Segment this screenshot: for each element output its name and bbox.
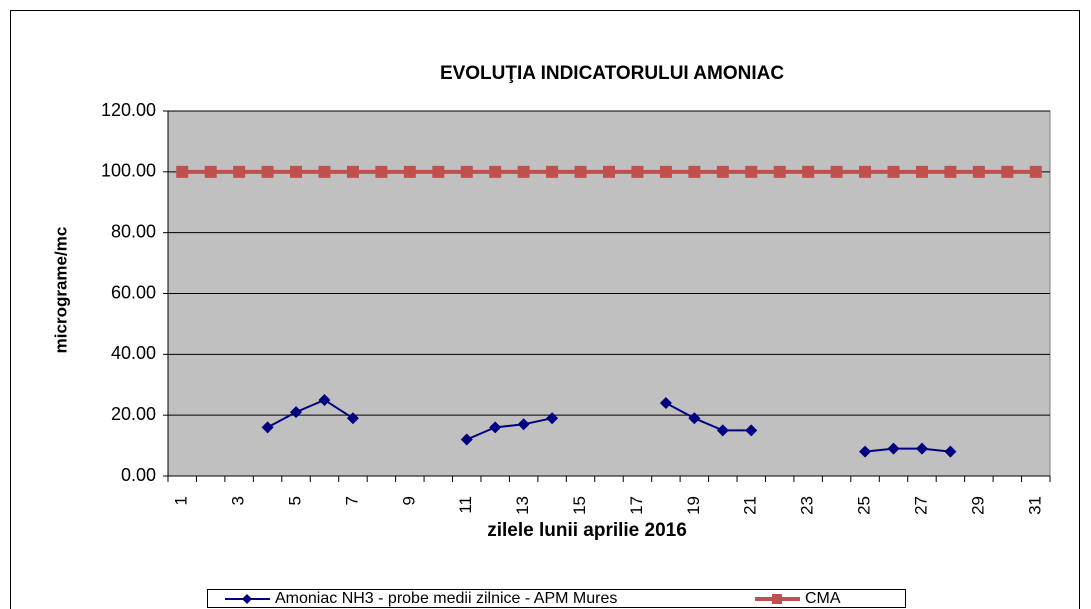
data-point [1001,165,1014,178]
data-point [716,424,729,437]
data-point [716,165,729,178]
legend-marker [772,594,782,604]
data-point [915,165,928,178]
data-point [944,165,957,178]
data-point [546,165,559,178]
x-tick-label: 31 [1025,496,1044,515]
data-point [460,165,473,178]
y-tick-label: 100.00 [101,161,156,181]
y-tick-label: 80.00 [111,221,156,241]
y-tick-label: 40.00 [111,343,156,363]
x-tick-label: 13 [513,496,532,515]
data-point [659,165,672,178]
data-point [489,165,502,178]
data-point [517,418,530,431]
legend-marker [242,594,252,604]
data-point [375,165,388,178]
y-tick-label: 0.00 [121,465,156,485]
data-point [688,165,701,178]
y-tick-label: 60.00 [111,282,156,302]
data-point [261,421,274,434]
legend-box [207,589,906,608]
data-point [460,433,473,446]
data-point [887,165,900,178]
x-tick-label: 9 [399,496,418,505]
data-point [745,165,758,178]
data-point [859,445,872,458]
x-axis-label: zilele lunii aprilie 2016 [487,520,687,541]
legend-label: Amoniac NH3 - probe medii zilnice - APM … [275,590,617,607]
data-point [859,165,872,178]
series-line [267,398,951,453]
data-point [574,165,587,178]
data-point [403,165,416,178]
x-tick-label: 19 [684,496,703,515]
data-point [517,165,530,178]
data-point [1029,165,1042,178]
x-tick-label: 11 [456,496,475,514]
y-axis-label: micrograme/mc [51,227,70,354]
x-tick-label: 21 [741,496,760,515]
data-point [432,165,445,178]
data-point [176,165,189,178]
x-tick-label: 1 [172,496,191,505]
data-point [346,412,359,425]
data-point [944,445,957,458]
data-point [489,421,502,434]
x-tick-label: 7 [342,496,361,505]
y-tick-label: 20.00 [111,404,156,424]
data-point [204,165,217,178]
x-tick-label: 17 [627,496,646,515]
x-tick-label: 23 [798,496,817,515]
data-point [773,165,786,178]
data-point [346,165,359,178]
data-point [603,165,615,178]
x-tick-label: 25 [855,496,874,515]
data-point [972,165,985,178]
data-point [915,442,928,455]
data-point [659,397,672,409]
x-tick-label: 3 [229,496,248,505]
x-tick-label: 15 [570,496,589,515]
x-tick-label: 5 [286,496,305,505]
data-point [745,424,758,437]
data-point [290,165,303,178]
data-point [830,165,843,178]
x-tick-label: 27 [911,496,930,515]
data-point [688,412,701,425]
data-point [233,165,246,178]
data-point [261,165,274,178]
x-tick-label: 29 [968,496,987,515]
chart-title: EVOLUŢIA INDICATORULUI AMONIAC [440,63,784,84]
data-point [802,165,815,178]
data-point [318,165,331,178]
data-point [546,412,559,425]
legend-label: CMA [805,590,841,607]
data-point [318,393,331,406]
data-point [631,165,644,178]
y-tick-label: 120.00 [101,100,156,120]
data-point [887,442,900,455]
data-point [290,406,303,419]
